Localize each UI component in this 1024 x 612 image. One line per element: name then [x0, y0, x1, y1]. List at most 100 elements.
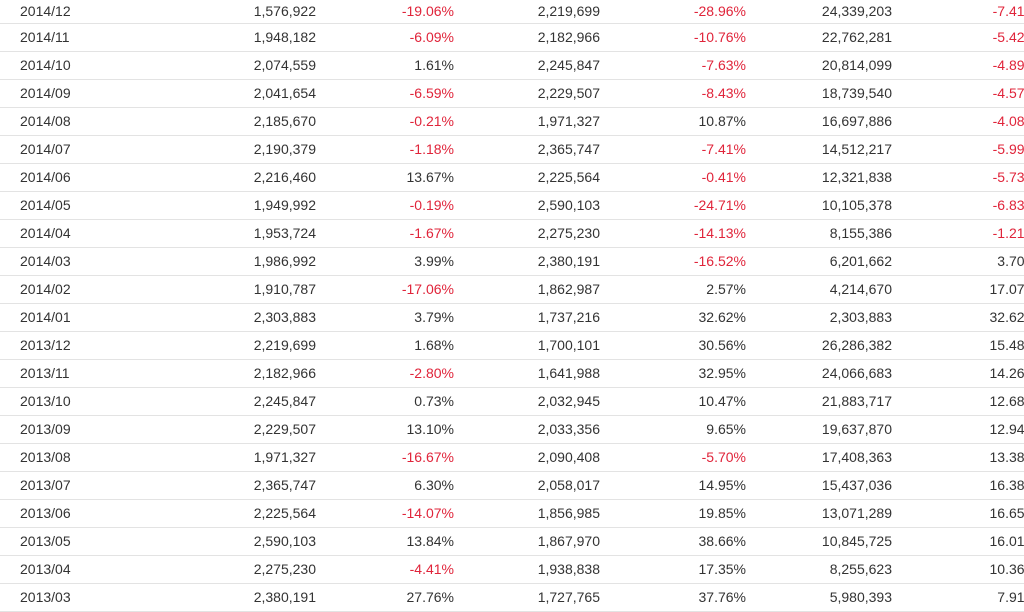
table-row: 2013/08 1,971,327 -16.67% 2,090,408 -5.70% 17… — [0, 443, 1024, 472]
value-a-cell: 2,216,460 — [146, 163, 316, 192]
table-row: 2013/03 2,380,191 27.76% 1,727,765 37.76% 5,9… — [0, 583, 1024, 612]
month-cell: 2013/10 — [0, 387, 146, 416]
month-cell: 2014/03 — [0, 247, 146, 276]
change-b-cell: -28.96% — [600, 0, 746, 24]
month-cell: 2013/08 — [0, 443, 146, 472]
change-b-cell: 30.56% — [600, 331, 746, 360]
table-row: 2013/04 2,275,230 -4.41% 1,938,838 17.35% 8,2… — [0, 555, 1024, 584]
value-b-cell: 1,700,101 — [454, 331, 600, 360]
cumulative-change-cell: -1.21% — [892, 219, 1024, 248]
change-b-cell: -5.70% — [600, 443, 746, 472]
table-row: 2013/06 2,225,564 -14.07% 1,856,985 19.85% 13… — [0, 499, 1024, 528]
cumulative-cell: 13,071,289 — [746, 499, 892, 528]
change-b-cell: -0.41% — [600, 163, 746, 192]
table-row: 2014/12 1,576,922 -19.06% 2,219,699 -28.96% 2… — [0, 0, 1024, 24]
month-cell: 2013/09 — [0, 415, 146, 444]
change-a-cell: -1.67% — [316, 219, 454, 248]
cumulative-change-cell: 17.07% — [892, 275, 1024, 304]
cumulative-cell: 12,321,838 — [746, 163, 892, 192]
month-cell: 2013/05 — [0, 527, 146, 556]
month-cell: 2014/10 — [0, 51, 146, 80]
cumulative-change-cell: 13.38% — [892, 443, 1024, 472]
cumulative-cell: 18,739,540 — [746, 79, 892, 108]
value-a-cell: 1,576,922 — [146, 0, 316, 24]
table-row: 2014/04 1,953,724 -1.67% 2,275,230 -14.13% 8,… — [0, 219, 1024, 248]
change-a-cell: 1.61% — [316, 51, 454, 80]
cumulative-change-cell: -4.08% — [892, 107, 1024, 136]
value-b-cell: 2,033,356 — [454, 415, 600, 444]
value-b-cell: 2,365,747 — [454, 135, 600, 164]
change-a-cell: 13.67% — [316, 163, 454, 192]
cumulative-change-cell: 7.91% — [892, 583, 1024, 612]
value-b-cell: 2,590,103 — [454, 191, 600, 220]
value-a-cell: 2,380,191 — [146, 583, 316, 612]
value-a-cell: 2,074,559 — [146, 51, 316, 80]
cumulative-cell: 10,845,725 — [746, 527, 892, 556]
cumulative-cell: 24,339,203 — [746, 0, 892, 24]
table-row: 2013/07 2,365,747 6.30% 2,058,017 14.95% 15,4… — [0, 471, 1024, 500]
value-a-cell: 2,185,670 — [146, 107, 316, 136]
value-b-cell: 2,182,966 — [454, 23, 600, 52]
value-a-cell: 1,953,724 — [146, 219, 316, 248]
cumulative-cell: 6,201,662 — [746, 247, 892, 276]
value-a-cell: 2,590,103 — [146, 527, 316, 556]
month-cell: 2014/09 — [0, 79, 146, 108]
table-row: 2014/11 1,948,182 -6.09% 2,182,966 -10.76% 22… — [0, 23, 1024, 52]
value-a-cell: 2,041,654 — [146, 79, 316, 108]
change-b-cell: 38.66% — [600, 527, 746, 556]
cumulative-cell: 21,883,717 — [746, 387, 892, 416]
month-cell: 2013/03 — [0, 583, 146, 612]
cumulative-cell: 16,697,886 — [746, 107, 892, 136]
cumulative-cell: 22,762,281 — [746, 23, 892, 52]
cumulative-change-cell: 14.26% — [892, 359, 1024, 388]
month-cell: 2014/08 — [0, 107, 146, 136]
change-b-cell: 10.87% — [600, 107, 746, 136]
table-row: 2014/08 2,185,670 -0.21% 1,971,327 10.87% 16,… — [0, 107, 1024, 136]
cumulative-change-cell: 16.38% — [892, 471, 1024, 500]
value-a-cell: 2,219,699 — [146, 331, 316, 360]
cumulative-change-cell: 32.62% — [892, 303, 1024, 332]
change-b-cell: 9.65% — [600, 415, 746, 444]
change-a-cell: 0.73% — [316, 387, 454, 416]
cumulative-change-cell: 16.01% — [892, 527, 1024, 556]
change-b-cell: 2.57% — [600, 275, 746, 304]
month-cell: 2013/12 — [0, 331, 146, 360]
change-b-cell: 32.95% — [600, 359, 746, 388]
cumulative-cell: 2,303,883 — [746, 303, 892, 332]
month-cell: 2013/04 — [0, 555, 146, 584]
table-row: 2014/01 2,303,883 3.79% 1,737,216 32.62% 2,30… — [0, 303, 1024, 332]
value-a-cell: 2,245,847 — [146, 387, 316, 416]
change-b-cell: -7.63% — [600, 51, 746, 80]
value-b-cell: 2,225,564 — [454, 163, 600, 192]
value-a-cell: 1,948,182 — [146, 23, 316, 52]
value-a-cell: 1,949,992 — [146, 191, 316, 220]
value-b-cell: 2,058,017 — [454, 471, 600, 500]
month-cell: 2013/07 — [0, 471, 146, 500]
change-a-cell: -0.21% — [316, 107, 454, 136]
cumulative-cell: 19,637,870 — [746, 415, 892, 444]
cumulative-cell: 4,214,670 — [746, 275, 892, 304]
change-b-cell: -7.41% — [600, 135, 746, 164]
value-b-cell: 2,229,507 — [454, 79, 600, 108]
cumulative-cell: 20,814,099 — [746, 51, 892, 80]
value-a-cell: 1,910,787 — [146, 275, 316, 304]
cumulative-change-cell: -6.83% — [892, 191, 1024, 220]
month-cell: 2013/06 — [0, 499, 146, 528]
table-row: 2014/10 2,074,559 1.61% 2,245,847 -7.63% 20,8… — [0, 51, 1024, 80]
value-a-cell: 2,190,379 — [146, 135, 316, 164]
month-cell: 2014/05 — [0, 191, 146, 220]
value-a-cell: 2,365,747 — [146, 471, 316, 500]
value-b-cell: 2,032,945 — [454, 387, 600, 416]
cumulative-change-cell: -5.99% — [892, 135, 1024, 164]
change-b-cell: -24.71% — [600, 191, 746, 220]
change-a-cell: -0.19% — [316, 191, 454, 220]
month-cell: 2014/07 — [0, 135, 146, 164]
change-a-cell: -19.06% — [316, 0, 454, 24]
cumulative-cell: 24,066,683 — [746, 359, 892, 388]
value-b-cell: 2,219,699 — [454, 0, 600, 24]
value-a-cell: 2,303,883 — [146, 303, 316, 332]
change-a-cell: -6.59% — [316, 79, 454, 108]
change-b-cell: 32.62% — [600, 303, 746, 332]
